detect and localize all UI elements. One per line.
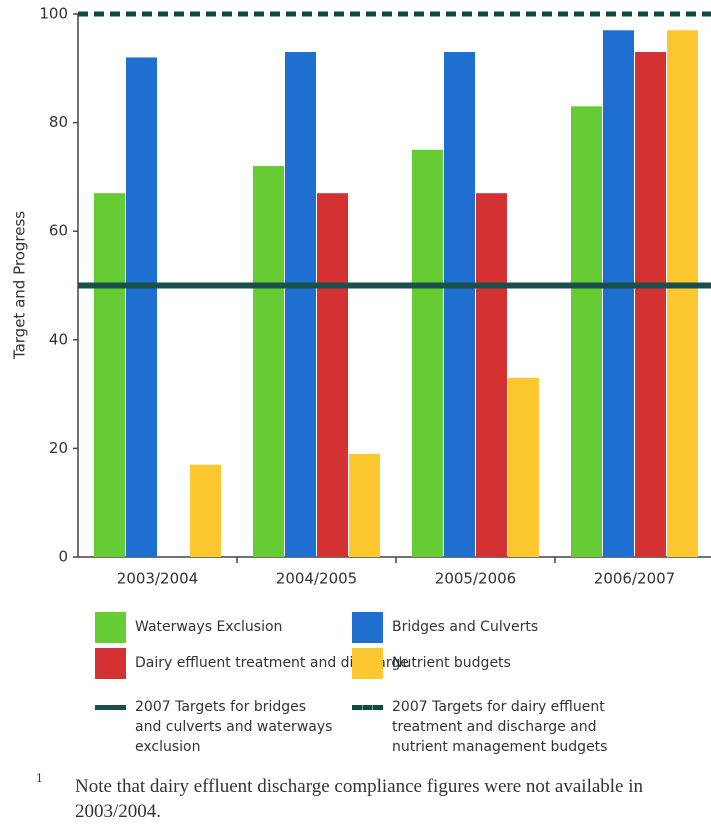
bar xyxy=(94,193,125,557)
y-tick-label: 100 xyxy=(39,5,68,23)
bar xyxy=(603,30,634,558)
legend-line xyxy=(95,705,126,710)
bar xyxy=(635,52,666,557)
y-tick-label: 60 xyxy=(49,222,68,240)
y-axis-label: Target and Progress xyxy=(11,211,29,360)
x-tick-label: 2006/2007 xyxy=(594,570,675,588)
legend-label: Nutrient budgets xyxy=(392,655,511,671)
bar xyxy=(285,52,316,557)
footnote: Note that dairy effluent discharge compl… xyxy=(75,776,644,822)
legend-label: Bridges and Culverts xyxy=(392,619,539,635)
x-tick-label: 2004/2005 xyxy=(276,570,357,588)
x-tick-label: 2005/2006 xyxy=(435,570,516,588)
bar xyxy=(571,106,602,557)
bar xyxy=(476,193,507,557)
y-tick-label: 20 xyxy=(49,439,68,457)
legend-label: Dairy effluent treatment and discharge xyxy=(135,655,409,671)
legend-line xyxy=(352,705,383,710)
legend-label: Waterways Exclusion xyxy=(135,619,283,635)
bar xyxy=(667,30,698,558)
y-tick-label: 80 xyxy=(49,113,68,131)
bar xyxy=(126,57,157,557)
y-tick-label: 0 xyxy=(58,548,68,566)
bar xyxy=(412,149,443,557)
legend-swatch xyxy=(352,612,383,643)
bar xyxy=(349,453,380,557)
bar xyxy=(190,464,221,557)
bar xyxy=(444,52,475,557)
legend-swatch xyxy=(95,612,126,643)
legend-swatch xyxy=(352,648,383,679)
legend-label: 2007 Targets for bridges and culverts an… xyxy=(135,699,333,755)
y-tick-label: 40 xyxy=(49,330,68,348)
bar xyxy=(317,193,348,557)
legend-swatch xyxy=(95,648,126,679)
bar xyxy=(508,377,539,557)
bar xyxy=(253,166,284,558)
x-tick-label: 2003/2004 xyxy=(117,570,198,588)
chart: Target and Progress 0 20 40 60 80 100 2003/200… xyxy=(11,5,711,588)
footnote-marker: 1 xyxy=(36,772,43,785)
legend-label: 2007 Targets for dairy effluent treatmen… xyxy=(392,699,608,755)
